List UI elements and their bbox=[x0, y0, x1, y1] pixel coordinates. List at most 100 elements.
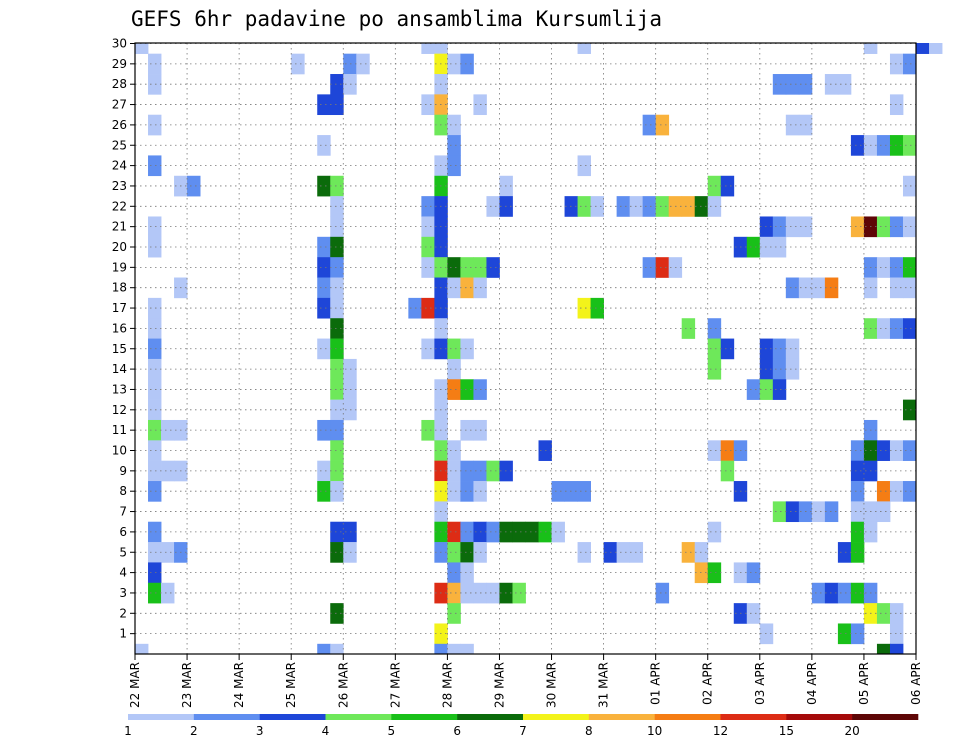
heatmap-cell bbox=[330, 481, 344, 502]
heatmap-cell bbox=[447, 135, 461, 156]
heatmap-cell bbox=[317, 257, 331, 278]
heatmap-cell bbox=[317, 338, 331, 360]
heatmap-cell bbox=[460, 419, 474, 441]
heatmap-cell bbox=[460, 582, 474, 604]
colorbar-swatch bbox=[193, 714, 260, 720]
heatmap-cell bbox=[876, 643, 891, 655]
heatmap-cell bbox=[759, 358, 774, 380]
heatmap-cell bbox=[447, 338, 461, 360]
y-tick-label: 23 bbox=[112, 179, 127, 193]
heatmap-cell bbox=[837, 74, 852, 95]
heatmap-cell bbox=[850, 582, 865, 604]
heatmap-cell bbox=[447, 603, 461, 624]
heatmap-cell bbox=[148, 338, 162, 360]
heatmap-cell bbox=[707, 175, 722, 197]
heatmap-cell bbox=[759, 623, 774, 645]
heatmap-cells bbox=[135, 43, 943, 655]
heatmap-cell bbox=[447, 440, 461, 461]
heatmap-cell bbox=[850, 501, 865, 523]
heatmap-cell bbox=[460, 53, 474, 75]
heatmap-cell bbox=[486, 196, 500, 217]
y-tick-label: 20 bbox=[112, 240, 127, 254]
heatmap-cell bbox=[772, 74, 787, 95]
y-axis-ticks: 1234567891011121314151617181920212223242… bbox=[112, 37, 135, 641]
heatmap-cell bbox=[330, 277, 344, 299]
heatmap-cell bbox=[876, 481, 891, 502]
heatmap-cell bbox=[889, 643, 904, 655]
x-tick-label: 26 MAR bbox=[336, 662, 350, 708]
heatmap-cell bbox=[135, 43, 149, 54]
heatmap-cell bbox=[889, 603, 904, 624]
heatmap-cell bbox=[330, 440, 344, 461]
heatmap-cell bbox=[720, 175, 735, 197]
heatmap-cell bbox=[148, 562, 162, 584]
colorbar-swatch bbox=[786, 714, 853, 720]
heatmap-cell bbox=[447, 155, 461, 177]
x-tick-label: 31 MAR bbox=[597, 662, 611, 708]
heatmap-cell bbox=[759, 216, 774, 238]
heatmap-cell bbox=[577, 297, 591, 319]
heatmap-cell bbox=[772, 338, 787, 360]
y-tick-label: 19 bbox=[112, 260, 127, 274]
heatmap-cell bbox=[148, 542, 162, 563]
y-tick-label: 18 bbox=[112, 281, 127, 295]
x-tick-label: 06 APR bbox=[909, 662, 923, 705]
heatmap-cell bbox=[148, 318, 162, 339]
heatmap-cell bbox=[421, 196, 435, 217]
heatmap-cell bbox=[161, 460, 175, 482]
heatmap-cell bbox=[330, 603, 344, 624]
heatmap-cell bbox=[707, 521, 722, 543]
x-tick-label: 04 APR bbox=[805, 662, 819, 705]
heatmap-cell bbox=[460, 521, 474, 543]
heatmap-cell bbox=[434, 43, 448, 54]
heatmap-cell bbox=[876, 603, 891, 624]
colorbar-label: 10 bbox=[647, 724, 662, 738]
heatmap-cell bbox=[850, 481, 865, 502]
colorbar-label: 12 bbox=[713, 724, 728, 738]
heatmap-cell bbox=[590, 196, 604, 217]
heatmap-cell bbox=[512, 521, 526, 543]
heatmap-cell bbox=[421, 43, 435, 54]
heatmap-cell bbox=[343, 53, 357, 75]
heatmap-cell bbox=[421, 257, 435, 278]
heatmap-cell bbox=[148, 521, 162, 543]
colorbar-label: 8 bbox=[585, 724, 593, 738]
heatmap-cell bbox=[707, 196, 722, 217]
heatmap-cell bbox=[486, 582, 500, 604]
heatmap-cell bbox=[824, 582, 839, 604]
y-tick-label: 28 bbox=[112, 77, 127, 91]
heatmap-cell bbox=[161, 582, 175, 604]
heatmap-cell bbox=[785, 114, 800, 136]
x-tick-label: 29 MAR bbox=[492, 662, 506, 708]
y-tick-label: 6 bbox=[119, 525, 127, 539]
y-tick-label: 26 bbox=[112, 118, 127, 132]
heatmap-cell bbox=[889, 440, 904, 461]
heatmap-cell bbox=[330, 358, 344, 380]
heatmap-cell bbox=[811, 501, 826, 523]
heatmap-cell bbox=[850, 521, 865, 543]
heatmap-cell bbox=[330, 297, 344, 319]
heatmap-cell bbox=[434, 643, 448, 655]
heatmap-cell bbox=[486, 521, 500, 543]
heatmap-cell bbox=[291, 53, 305, 75]
y-tick-label: 5 bbox=[119, 545, 127, 559]
heatmap-cell bbox=[577, 155, 591, 177]
y-tick-label: 21 bbox=[112, 220, 127, 234]
heatmap-cell bbox=[590, 297, 604, 319]
colorbar-label: 3 bbox=[256, 724, 264, 738]
grid-lines bbox=[135, 43, 916, 654]
heatmap-cell bbox=[772, 358, 787, 380]
heatmap-cell bbox=[343, 542, 357, 563]
heatmap-cell bbox=[720, 440, 735, 461]
heatmap-cell bbox=[889, 623, 904, 645]
heatmap-cell bbox=[343, 74, 357, 95]
heatmap-cell bbox=[863, 43, 878, 54]
colorbar-swatch bbox=[523, 714, 590, 720]
heatmap-cell bbox=[317, 460, 331, 482]
heatmap-cell bbox=[421, 94, 435, 116]
x-tick-label: 22 MAR bbox=[128, 662, 142, 708]
heatmap-cell bbox=[759, 379, 774, 400]
heatmap-cell bbox=[889, 94, 904, 116]
heatmap-cell bbox=[343, 521, 357, 543]
heatmap-cell bbox=[317, 94, 331, 116]
